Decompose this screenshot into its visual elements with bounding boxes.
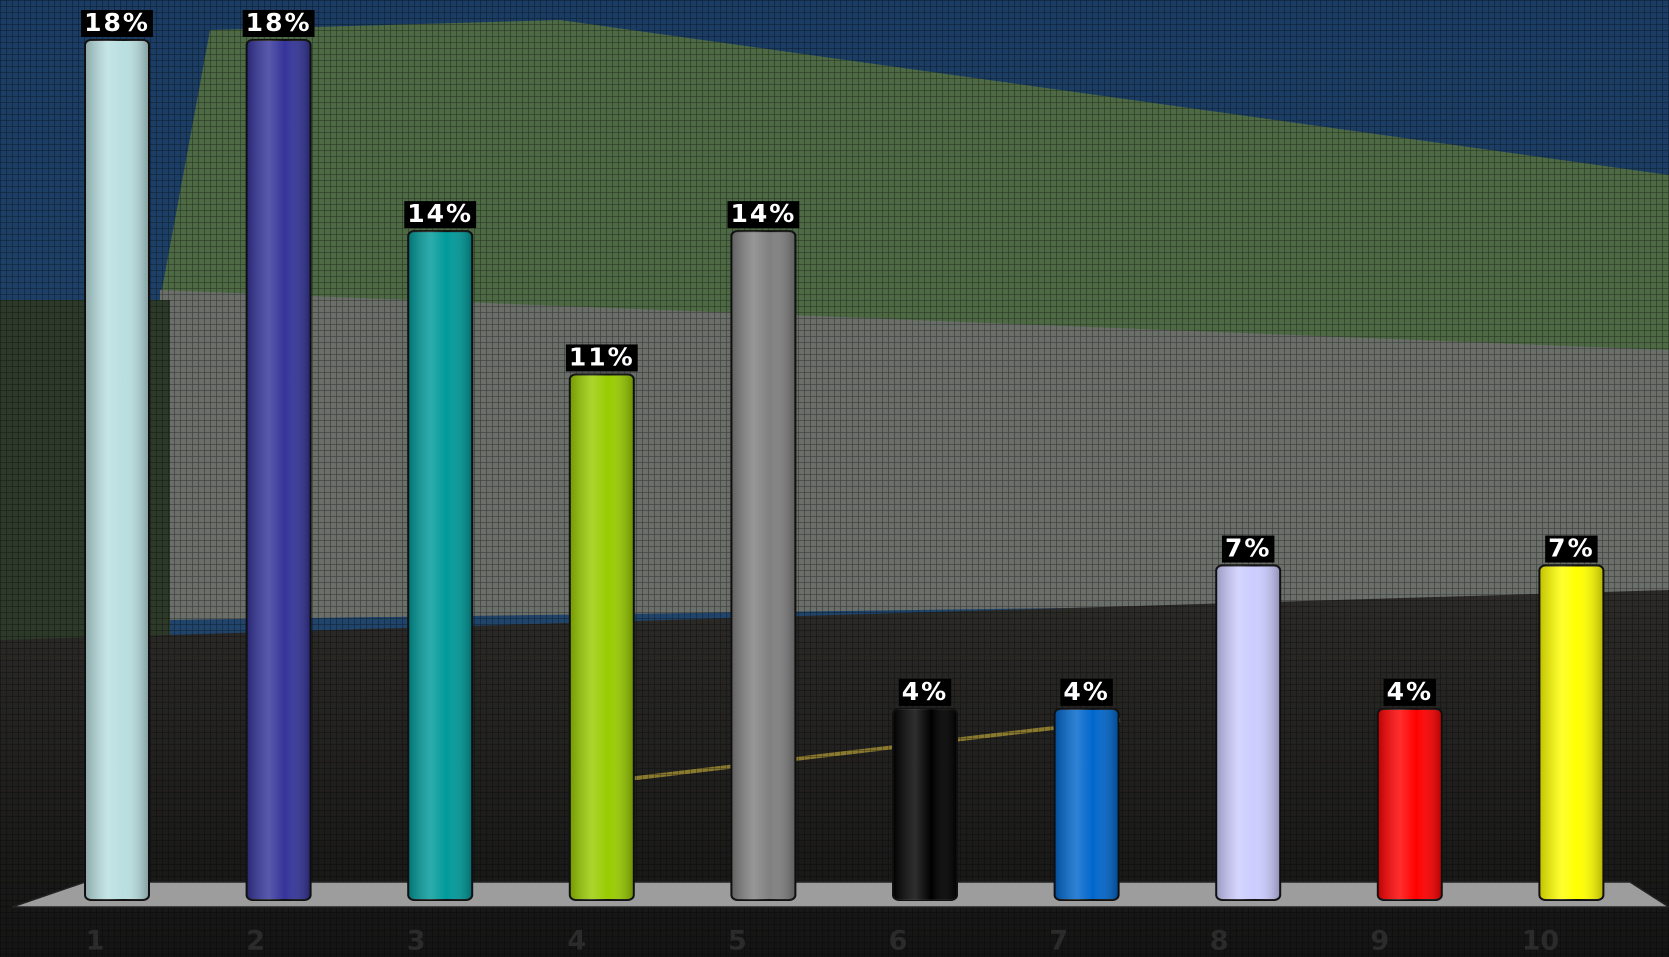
x-tick-label: 9 [1370,926,1389,957]
x-tick-label: 10 [1522,926,1560,957]
x-tick-label: 8 [1210,926,1229,957]
x-tick-label: 6 [889,926,908,957]
value-label-bg [898,678,952,706]
bar-shading [731,231,796,901]
x-tick-label: 5 [728,926,747,957]
value-label-bg [1221,535,1275,563]
bar-shading [893,708,957,900]
value-label: 4% [1063,677,1109,706]
bar-shading [1377,708,1442,900]
value-label: 14% [730,199,796,228]
value-label-bg [242,10,315,37]
bar-shading [1216,565,1281,900]
value-label-bg [727,201,800,229]
value-label-bg [565,344,638,372]
value-label: 4% [1387,677,1433,706]
value-label-bg [81,10,153,37]
value-label-bg [1383,678,1437,706]
x-tick-label: 2 [246,926,265,957]
value-label: 18% [84,8,150,37]
value-label: 14% [407,199,473,228]
bar-shading [569,374,634,900]
value-label-bg [404,201,477,229]
x-tick-label: 7 [1049,926,1068,957]
bars: 18% 1 18% 2 14% 3 11% 4 14% 5 4% 6 4% 7 7% 8 4% 9 7% 10 [81,8,1605,957]
value-label: 18% [246,8,312,37]
bar-shading [408,231,473,901]
value-label: 11% [569,342,635,371]
bar-shading [246,40,311,900]
value-label-bg [1060,678,1113,706]
x-tick-label: 4 [567,926,586,957]
value-label: 7% [1548,534,1594,563]
value-label: 7% [1225,534,1271,563]
value-label-bg [1545,535,1598,563]
value-label: 4% [902,677,948,706]
bar-shading [1539,565,1604,900]
bar-shading [1054,708,1119,900]
bar-shading [85,40,149,900]
x-tick-label: 1 [86,926,105,957]
x-tick-label: 3 [407,926,426,957]
